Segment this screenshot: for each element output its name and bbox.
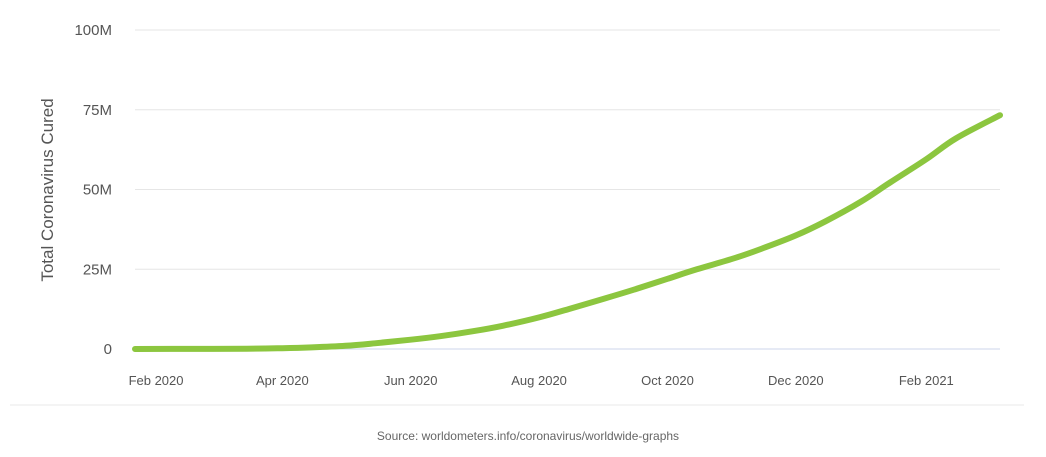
y-tick-label: 100M: [74, 22, 112, 39]
y-axis-label: Total Coronavirus Cured: [38, 98, 57, 281]
x-tick-label: Jun 2020: [384, 373, 438, 388]
y-axis-ticks: 0 25M 50M 75M 100M: [74, 22, 112, 358]
x-axis-ticks: Feb 2020 Apr 2020 Jun 2020 Aug 2020 Oct 2020…: [129, 373, 954, 388]
source-credit: Source: worldometers.info/coronavirus/wo…: [377, 429, 679, 443]
x-tick-label: Dec 2020: [768, 373, 824, 388]
gridlines: [135, 29, 1000, 350]
x-tick-label: Aug 2020: [511, 373, 567, 388]
x-tick-label: Feb 2020: [129, 373, 184, 388]
y-tick-label: 50M: [83, 182, 112, 199]
series-line: [132, 112, 1003, 352]
y-tick-label: 75M: [83, 102, 112, 119]
x-tick-label: Oct 2020: [641, 373, 694, 388]
y-tick-label: 25M: [83, 261, 112, 278]
x-tick-label: Apr 2020: [256, 373, 309, 388]
y-tick-label: 0: [104, 341, 112, 358]
x-tick-label: Feb 2021: [899, 373, 954, 388]
